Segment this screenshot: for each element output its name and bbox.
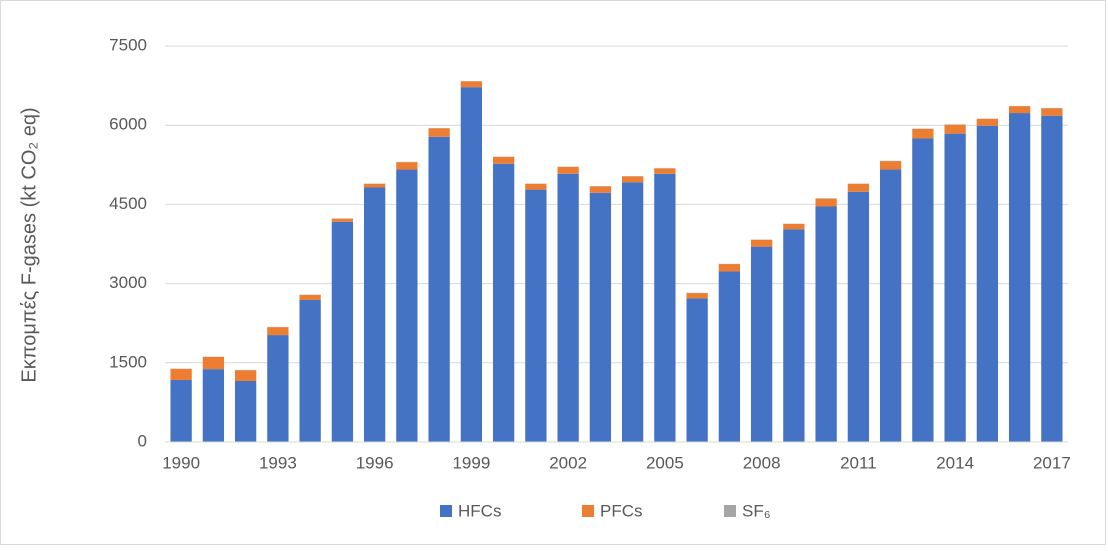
bar-segment bbox=[622, 176, 643, 182]
bar-segment bbox=[396, 170, 417, 442]
bar-segment bbox=[912, 138, 933, 442]
x-tick-label: 2002 bbox=[549, 453, 587, 472]
legend-label: HFCs bbox=[458, 501, 501, 520]
bar-segment bbox=[170, 369, 191, 380]
bar-segment bbox=[880, 161, 901, 169]
bar-segment bbox=[912, 129, 933, 139]
bar-segment bbox=[622, 182, 643, 442]
y-tick-label: 0 bbox=[138, 431, 147, 450]
bar-segment bbox=[1041, 108, 1062, 115]
bar-segment bbox=[1009, 106, 1030, 113]
bar-segment bbox=[493, 157, 514, 164]
bar-segment bbox=[428, 128, 449, 136]
bar-segment bbox=[880, 170, 901, 442]
x-tick-label: 1993 bbox=[259, 453, 297, 472]
y-axis-label: Εκπομπές F-gases (kt CO₂ eq) bbox=[18, 107, 40, 382]
x-tick-label: 2005 bbox=[646, 453, 684, 472]
bar-segment bbox=[977, 126, 998, 442]
bar-segment bbox=[525, 190, 546, 442]
bar-segment bbox=[783, 229, 804, 442]
legend-swatch bbox=[724, 505, 736, 517]
bar-segment bbox=[235, 381, 256, 442]
bar-segment bbox=[751, 247, 772, 442]
x-tick-label: 1990 bbox=[162, 453, 200, 472]
y-tick-label: 1500 bbox=[109, 352, 147, 371]
bar-segment bbox=[751, 240, 772, 247]
bar-segment bbox=[525, 184, 546, 190]
bar-segment bbox=[396, 162, 417, 169]
bar-segment bbox=[590, 186, 611, 192]
bar-segment bbox=[944, 125, 965, 134]
bar-segment bbox=[815, 199, 836, 207]
bar-segment bbox=[332, 219, 353, 222]
bar-segment bbox=[590, 193, 611, 442]
bar-segment bbox=[170, 380, 191, 442]
bar-segment bbox=[557, 174, 578, 442]
bar-segment bbox=[848, 184, 869, 192]
x-tick-label: 2008 bbox=[743, 453, 781, 472]
bar-segment bbox=[654, 174, 675, 442]
y-tick-label: 7500 bbox=[109, 35, 147, 54]
bar-segment bbox=[299, 300, 320, 442]
legend-label: SF₆ bbox=[742, 501, 771, 520]
bar-segment bbox=[203, 369, 224, 442]
x-tick-label: 1996 bbox=[356, 453, 394, 472]
bar-segment bbox=[1041, 116, 1062, 442]
legend-swatch bbox=[582, 505, 594, 517]
bar-segment bbox=[493, 164, 514, 442]
bar-segment bbox=[267, 327, 288, 335]
y-tick-label: 6000 bbox=[109, 115, 147, 134]
bar-segment bbox=[299, 295, 320, 300]
x-tick-label: 2017 bbox=[1033, 453, 1071, 472]
bar-segment bbox=[235, 370, 256, 381]
y-tick-label: 3000 bbox=[109, 273, 147, 292]
bar-segment bbox=[977, 119, 998, 126]
bar-segment bbox=[428, 137, 449, 442]
bar-segment bbox=[461, 81, 482, 87]
bar-segment bbox=[848, 192, 869, 442]
x-tick-label: 2014 bbox=[936, 453, 974, 472]
bar-segment bbox=[783, 224, 804, 229]
x-tick-label: 2011 bbox=[840, 453, 877, 472]
bar-segment bbox=[364, 188, 385, 442]
bar-segment bbox=[203, 357, 224, 369]
bar-segment bbox=[332, 222, 353, 442]
bar-segment bbox=[686, 293, 707, 298]
bar-segment bbox=[461, 87, 482, 442]
bar-segment bbox=[364, 184, 385, 188]
legend-label: PFCs bbox=[600, 501, 643, 520]
bar-segment bbox=[1009, 113, 1030, 442]
y-tick-label: 4500 bbox=[109, 194, 147, 213]
bar-segment bbox=[815, 207, 836, 442]
bar-segment bbox=[557, 167, 578, 174]
legend-swatch bbox=[440, 505, 452, 517]
bar-segment bbox=[654, 168, 675, 173]
bar-segment bbox=[719, 264, 740, 271]
bar-segment bbox=[944, 134, 965, 442]
x-tick-label: 1999 bbox=[452, 453, 490, 472]
bar-segment bbox=[719, 271, 740, 442]
bar-segment bbox=[686, 298, 707, 442]
bar-segment bbox=[267, 335, 288, 442]
